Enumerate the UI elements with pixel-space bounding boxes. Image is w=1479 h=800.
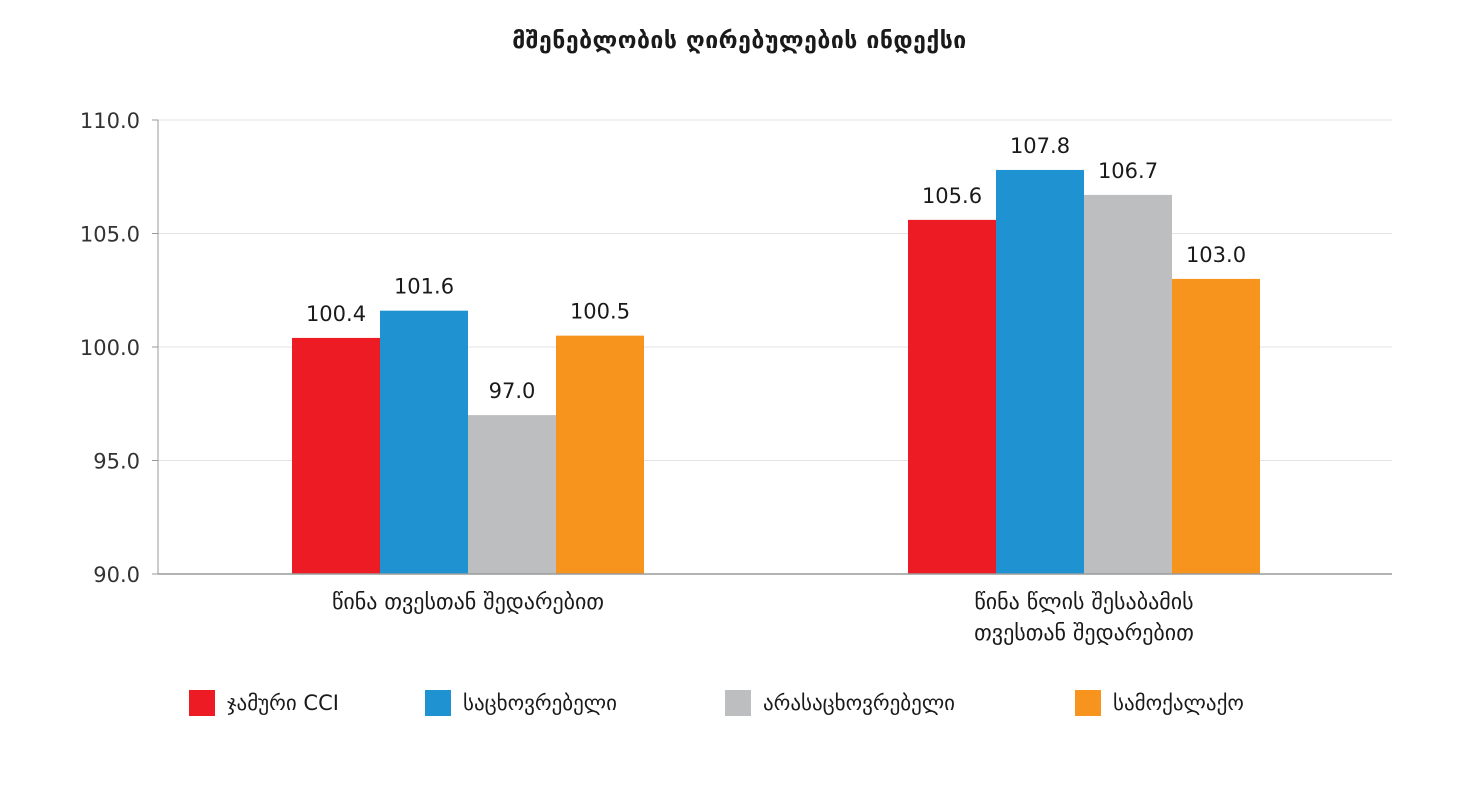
bar — [556, 335, 644, 574]
y-tick-label: 90.0 — [93, 563, 140, 587]
bar — [468, 415, 556, 574]
legend-label: ჯამური CCI — [227, 691, 339, 715]
bar — [380, 310, 468, 574]
data-label: 103.0 — [1186, 243, 1246, 267]
y-tick-label: 110.0 — [80, 109, 140, 133]
bar-chart: 100.4105.6101.6107.897.0106.7100.5103.0 … — [80, 109, 1392, 646]
legend-swatch — [189, 690, 215, 716]
legend-swatch — [1075, 690, 1101, 716]
legend-label: სამოქალაქო — [1113, 691, 1244, 715]
legend-item-non-residential: არასაცხოვრებელი — [725, 690, 955, 716]
y-tick-label: 105.0 — [80, 223, 140, 247]
bar — [908, 219, 996, 574]
data-label: 100.5 — [570, 300, 630, 324]
legend-item-total-cci: ჯამური CCI — [189, 690, 339, 716]
data-label: 100.4 — [306, 302, 366, 326]
x-category-label: თვესთან შედარებით — [974, 621, 1194, 646]
legend: ჯამური CCI საცხოვრებელი არასაცხოვრებელი … — [0, 690, 1479, 722]
legend-item-residential: საცხოვრებელი — [425, 690, 617, 716]
legend-item-civil: სამოქალაქო — [1075, 690, 1244, 716]
bar — [1172, 278, 1260, 574]
bar — [1084, 194, 1172, 574]
legend-swatch — [725, 690, 751, 716]
legend-swatch — [425, 690, 451, 716]
x-category-label: წინა წლის შესაბამის — [974, 590, 1193, 615]
x-category-label: წინა თვესთან შედარებით — [332, 590, 604, 615]
data-label: 106.7 — [1098, 159, 1158, 183]
legend-label: არასაცხოვრებელი — [763, 691, 956, 715]
bar — [996, 169, 1084, 574]
bar — [292, 337, 380, 574]
legend-label: საცხოვრებელი — [463, 691, 618, 715]
data-label: 105.6 — [922, 184, 982, 208]
data-label: 97.0 — [489, 379, 536, 403]
data-label: 107.8 — [1010, 134, 1070, 158]
chart-title: მშენებლობის ღირებულების ინდექსი — [512, 28, 967, 54]
y-tick-label: 100.0 — [80, 336, 140, 360]
data-label: 101.6 — [394, 275, 454, 299]
y-tick-label: 95.0 — [93, 450, 140, 474]
